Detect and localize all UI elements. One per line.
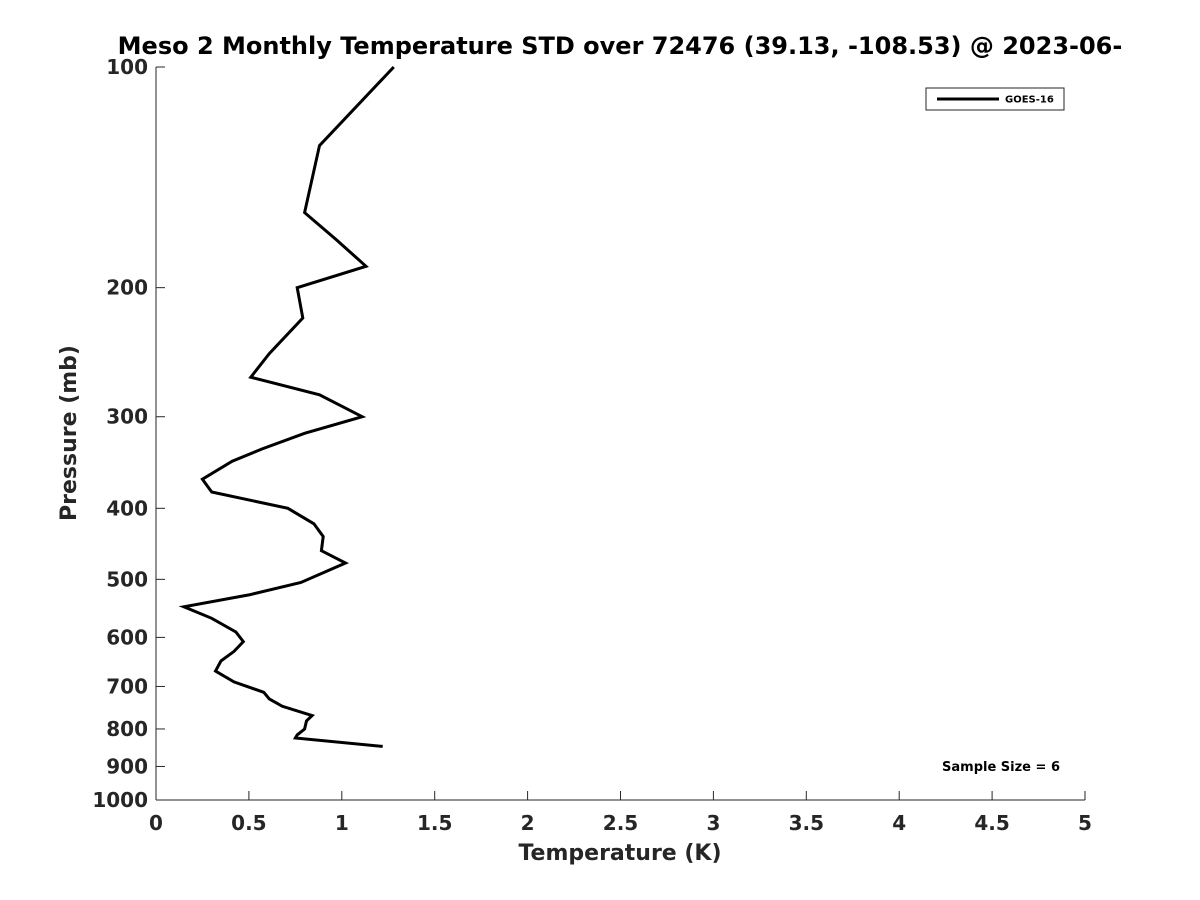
y-tick-label: 300: [106, 405, 148, 429]
x-tick-label: 1.5: [417, 811, 452, 835]
x-axis-label: Temperature (K): [518, 841, 721, 866]
y-tick-label: 700: [106, 674, 148, 698]
legend-label-goes-16: GOES-16: [1005, 95, 1054, 106]
x-tick-label: 3.5: [789, 811, 824, 835]
chart-title: Meso 2 Monthly Temperature STD over 7247…: [118, 32, 1123, 60]
x-tick-label: 4.5: [974, 811, 1009, 835]
x-tick-label: 2: [521, 811, 535, 835]
axes: 0 0.5 1 1.5 2 2.5 3 3.5 4 4.5 5 100 200 300 400 500 600 7…: [92, 55, 1092, 835]
y-tick-label: 200: [106, 276, 148, 300]
series-layer: [178, 65, 395, 748]
x-tick-label: 2.5: [603, 811, 638, 835]
x-tick-label: 3: [706, 811, 720, 835]
y-tick-label: 600: [106, 625, 148, 649]
y-tick-label: 900: [106, 754, 148, 778]
y-tick-label: 1000: [92, 788, 148, 812]
x-tick-label: 0: [149, 811, 163, 835]
series-line-goes-16: [178, 65, 395, 748]
legend: GOES-16: [925, 87, 1065, 111]
y-tick-label: 800: [106, 717, 148, 741]
y-tick-label: 100: [106, 55, 148, 79]
y-axis-label: Pressure (mb): [57, 345, 82, 521]
sample-size-annotation: Sample Size = 6: [942, 760, 1060, 775]
x-tick-label: 5: [1078, 811, 1092, 835]
x-tick-label: 0.5: [231, 811, 266, 835]
x-tick-label: 4: [892, 811, 906, 835]
x-tick-label: 1: [335, 811, 349, 835]
y-tick-label: 400: [106, 496, 148, 520]
y-tick-label: 500: [106, 567, 148, 591]
